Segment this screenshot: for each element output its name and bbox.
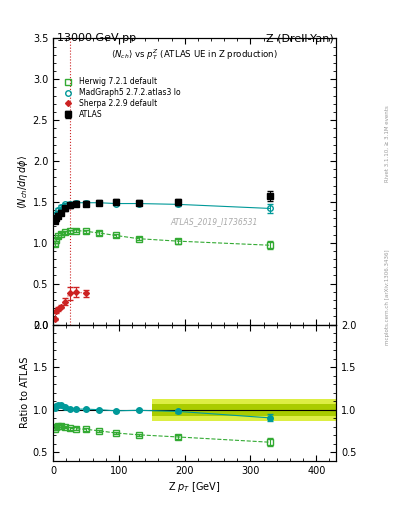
Sherpa 2.2.9 default xyxy=(56,306,61,312)
Sherpa 2.2.9 default xyxy=(62,298,67,305)
MadGraph5 2.7.2.atlas3 lo xyxy=(62,201,67,207)
Herwig 7.2.1 default xyxy=(54,237,59,243)
Line: Sherpa 2.2.9 default: Sherpa 2.2.9 default xyxy=(53,290,88,321)
Text: Rivet 3.1.10, ≥ 3.1M events: Rivet 3.1.10, ≥ 3.1M events xyxy=(385,105,390,182)
Herwig 7.2.1 default xyxy=(113,232,118,239)
Herwig 7.2.1 default xyxy=(67,228,72,234)
Herwig 7.2.1 default xyxy=(56,233,61,239)
Bar xyxy=(152,399,349,421)
Sherpa 2.2.9 default xyxy=(84,290,88,296)
Herwig 7.2.1 default xyxy=(268,242,273,248)
Text: Z (Drell-Yan): Z (Drell-Yan) xyxy=(266,33,333,44)
Text: mcplots.cern.ch [arXiv:1306.3436]: mcplots.cern.ch [arXiv:1306.3436] xyxy=(385,249,390,345)
MadGraph5 2.7.2.atlas3 lo xyxy=(84,200,88,206)
MadGraph5 2.7.2.atlas3 lo xyxy=(97,200,101,206)
MadGraph5 2.7.2.atlas3 lo xyxy=(56,207,61,213)
Line: Herwig 7.2.1 default: Herwig 7.2.1 default xyxy=(52,228,273,248)
Herwig 7.2.1 default xyxy=(176,238,180,244)
Text: $\langle N_{ch}\rangle$ vs $p_T^Z$ (ATLAS UE in Z production): $\langle N_{ch}\rangle$ vs $p_T^Z$ (ATLA… xyxy=(111,47,278,62)
MadGraph5 2.7.2.atlas3 lo xyxy=(59,204,63,210)
Herwig 7.2.1 default xyxy=(97,230,101,236)
Herwig 7.2.1 default xyxy=(59,231,63,237)
X-axis label: Z $p_T$ [GeV]: Z $p_T$ [GeV] xyxy=(168,480,221,494)
Y-axis label: Ratio to ATLAS: Ratio to ATLAS xyxy=(20,357,30,429)
Herwig 7.2.1 default xyxy=(62,229,67,235)
MadGraph5 2.7.2.atlas3 lo xyxy=(74,200,79,206)
MadGraph5 2.7.2.atlas3 lo xyxy=(176,201,180,207)
MadGraph5 2.7.2.atlas3 lo xyxy=(136,201,141,207)
Herwig 7.2.1 default xyxy=(74,227,79,233)
MadGraph5 2.7.2.atlas3 lo xyxy=(54,211,59,217)
MadGraph5 2.7.2.atlas3 lo xyxy=(52,216,57,222)
Text: 13000 GeV pp: 13000 GeV pp xyxy=(57,33,136,44)
Legend: Herwig 7.2.1 default, MadGraph5 2.7.2.atlas3 lo, Sherpa 2.2.9 default, ATLAS: Herwig 7.2.1 default, MadGraph5 2.7.2.at… xyxy=(59,76,182,121)
Bar xyxy=(152,404,349,416)
Text: ATLAS_2019_I1736531: ATLAS_2019_I1736531 xyxy=(171,218,258,226)
Y-axis label: $\langle N_{ch}/d\eta\, d\phi\rangle$: $\langle N_{ch}/d\eta\, d\phi\rangle$ xyxy=(16,154,30,208)
Herwig 7.2.1 default xyxy=(52,241,57,247)
Sherpa 2.2.9 default xyxy=(52,316,57,322)
Sherpa 2.2.9 default xyxy=(74,289,79,295)
MadGraph5 2.7.2.atlas3 lo xyxy=(67,201,72,207)
Herwig 7.2.1 default xyxy=(84,228,88,234)
MadGraph5 2.7.2.atlas3 lo xyxy=(113,201,118,207)
Sherpa 2.2.9 default xyxy=(67,290,72,296)
Line: MadGraph5 2.7.2.atlas3 lo: MadGraph5 2.7.2.atlas3 lo xyxy=(52,200,273,222)
Sherpa 2.2.9 default xyxy=(59,304,63,310)
Sherpa 2.2.9 default xyxy=(54,308,59,314)
MadGraph5 2.7.2.atlas3 lo xyxy=(268,205,273,211)
Herwig 7.2.1 default xyxy=(136,236,141,242)
